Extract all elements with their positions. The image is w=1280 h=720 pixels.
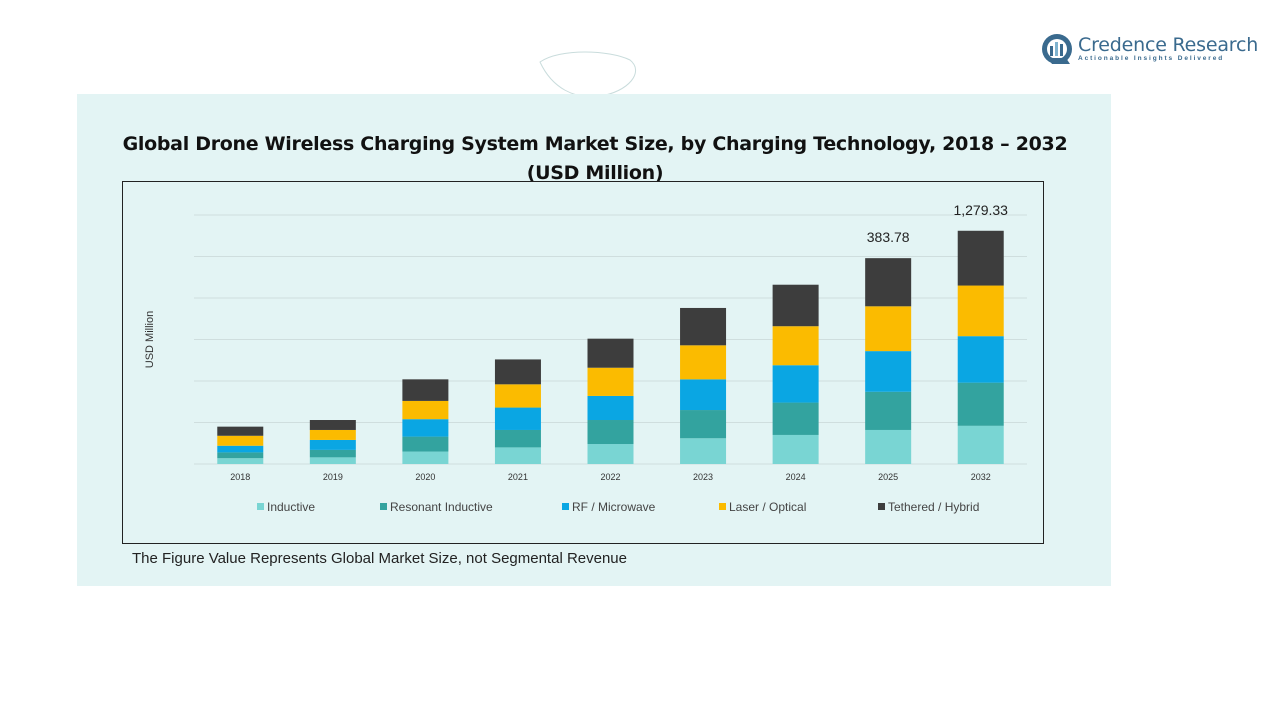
legend-swatch-laser-optical [719,503,726,510]
bar-2018-tethered-hybrid [217,426,264,436]
bar-2023-tethered-hybrid [680,307,727,346]
data-label-2032: 1,279.33 [953,202,1008,218]
x-tick-label-2019: 2019 [323,472,343,482]
bar-2022-rf-microwave [587,395,634,421]
bar-2023-laser-optical [680,345,727,380]
legend-swatch-rf-microwave [562,503,569,510]
bar-2025-laser-optical [865,306,912,352]
brand-tagline: Actionable Insights Delivered [1078,55,1225,62]
bar-2022-inductive [587,444,634,464]
data-label-2025: 383.78 [867,229,910,245]
brand-name: Credence Research [1078,34,1259,56]
x-tick-label-2022: 2022 [600,472,620,482]
bar-2020-tethered-hybrid [402,379,449,401]
bar-2022-laser-optical [587,367,634,396]
map-greenland [539,51,636,98]
x-tick-label-2024: 2024 [786,472,806,482]
legend-swatch-tethered-hybrid [878,503,885,510]
legend-swatch-inductive [257,503,264,510]
legend-label-laser-optical: Laser / Optical [729,500,806,514]
x-tick-label-2032: 2032 [971,472,991,482]
footnote: The Figure Value Represents Global Marke… [132,550,627,567]
bar-2032-tethered-hybrid [957,230,1004,286]
bar-2019-inductive [309,457,356,464]
stacked-bar-chart: USD Million 2018 2019 2020 2021 2022 2023 2024 2… [144,202,1027,514]
bar-2020-resonant-inductive [402,436,449,452]
bar-2018-rf-microwave [217,445,264,453]
bar-2021-laser-optical [494,384,541,408]
bar-2025-inductive [865,429,912,464]
legend-swatch-resonant-inductive [380,503,387,510]
bar-2018-resonant-inductive [217,452,264,459]
legend-label-tethered-hybrid: Tethered / Hybrid [888,500,979,514]
bar-2020-laser-optical [402,400,449,420]
bar-2022-tethered-hybrid [587,338,634,368]
bar-2032-resonant-inductive [957,382,1004,426]
x-tick-label-2021: 2021 [508,472,528,482]
bar-2018-laser-optical [217,435,264,446]
legend-label-rf-microwave: RF / Microwave [572,500,656,514]
bar-2018-inductive [217,458,264,464]
x-tick-label-2018: 2018 [230,472,250,482]
y-axis-label: USD Million [144,311,156,368]
chart-title: Global Drone Wireless Charging System Ma… [122,133,1068,184]
x-tick-label-2025: 2025 [878,472,898,482]
bar-2032-rf-microwave [957,336,1004,383]
bar-2021-resonant-inductive [494,429,541,448]
bar-2019-resonant-inductive [309,449,356,458]
bar-2019-laser-optical [309,429,356,440]
brand-logo: Credence Research Actionable Insights De… [1040,32,1260,68]
bar-2032-laser-optical [957,285,1004,337]
bar-2024-inductive [772,434,819,464]
bar-2025-rf-microwave [865,351,912,392]
x-tick-label-2023: 2023 [693,472,713,482]
bar-2022-resonant-inductive [587,420,634,445]
bar-2021-tethered-hybrid [494,359,541,385]
bar-2023-resonant-inductive [680,410,727,439]
bar-2025-resonant-inductive [865,391,912,430]
bar-2021-inductive [494,447,541,464]
chart-frame [122,181,1044,544]
bar-2019-rf-microwave [309,439,356,450]
bar-2032-inductive [957,425,1004,464]
credence-logo-icon [1042,34,1072,64]
bar-2024-tethered-hybrid [772,284,819,327]
bar-2020-rf-microwave [402,419,449,437]
bar-2020-inductive [402,451,449,464]
bar-2023-rf-microwave [680,379,727,411]
legend-label-inductive: Inductive [267,500,315,514]
bar-2021-rf-microwave [494,407,541,430]
bar-2024-rf-microwave [772,365,819,403]
bar-2024-laser-optical [772,326,819,366]
bar-2019-tethered-hybrid [309,420,356,430]
bar-2025-tethered-hybrid [865,258,912,307]
bar-2024-resonant-inductive [772,402,819,435]
x-tick-label-2020: 2020 [415,472,435,482]
bar-2023-inductive [680,438,727,464]
legend-label-resonant-inductive: Resonant Inductive [390,500,493,514]
